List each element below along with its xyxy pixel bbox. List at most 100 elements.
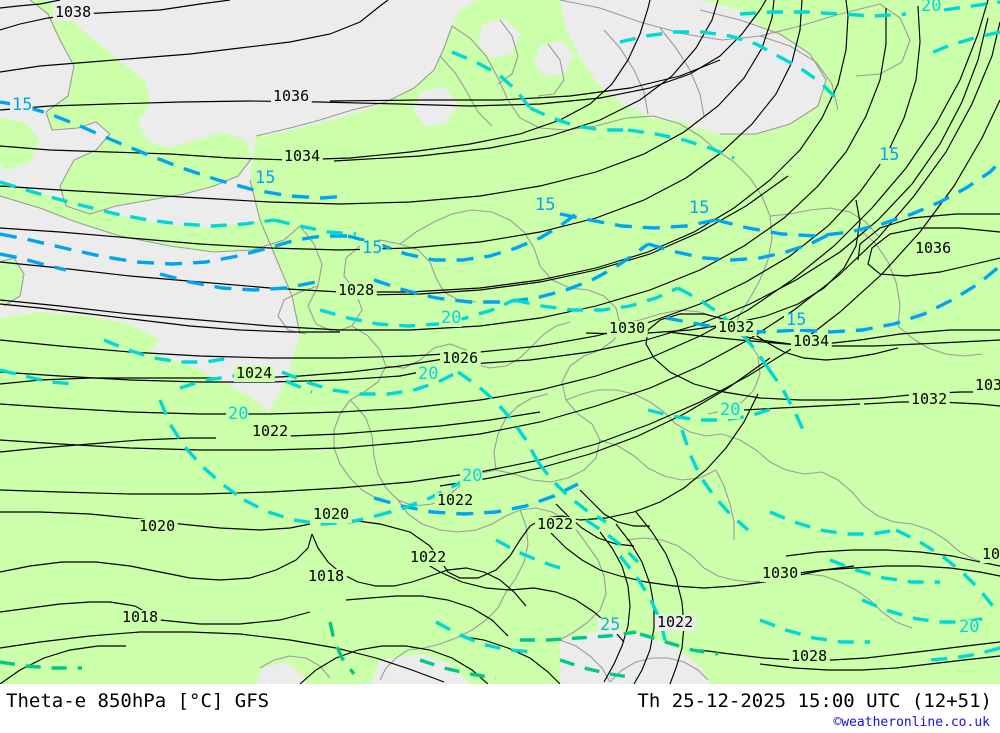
thetae-20-label-text: 20 (959, 617, 979, 637)
isobar-label-text: 1038 (55, 3, 91, 21)
isobar-label-text: 1020 (313, 505, 349, 523)
thetae-25-label: 25 (598, 615, 620, 635)
label-halo (607, 321, 648, 337)
label-halo (440, 351, 481, 367)
thetae-20-label: 20 (919, 0, 941, 16)
label-halo (435, 493, 476, 509)
label-halo (877, 148, 900, 164)
isobar-label: 1028 (789, 647, 830, 665)
label-halo (234, 366, 275, 382)
isobar-label-text: 1036 (915, 239, 951, 257)
isobar-label: 1022 (408, 548, 449, 566)
isobar-label-text: 1022 (537, 515, 573, 533)
isobar-label-text: 1022 (252, 422, 288, 440)
map-canvas[interactable]: 1038 1036 1036 1034 1034 1034 1032 1032 1030 1030… (0, 0, 1000, 684)
isobar-label-text: 1018 (122, 608, 158, 626)
parameter-title: Theta-e 850hPa [°C] GFS (6, 690, 270, 712)
thetae-15-label-text: 15 (786, 310, 806, 330)
isobar-label: 1018 (306, 567, 347, 585)
thetae-20-label: 20 (439, 308, 461, 328)
label-halo (439, 311, 462, 327)
label-halo (789, 649, 830, 665)
label-halo (760, 566, 801, 582)
isobar-label: 1034 (791, 332, 832, 350)
isobar-label-group: 1038 1036 1036 1034 1034 1034 1032 1032 1030 1030… (53, 3, 1000, 665)
isobar-label-text: 1022 (410, 548, 446, 566)
label-halo (791, 334, 832, 350)
thetae-15-contours (0, 100, 1000, 516)
isobar-label-text: 1018 (308, 567, 344, 585)
label-halo (336, 283, 377, 299)
isobar-label: 1030 (607, 319, 648, 337)
label-halo (416, 367, 439, 383)
label-halo (535, 517, 576, 533)
isobar-label: 1020 (137, 517, 178, 535)
label-halo (311, 507, 352, 523)
label-halo (306, 569, 347, 585)
isobar-label-text: 1028 (338, 281, 374, 299)
thetae-20-label-text: 20 (921, 0, 941, 16)
footer-bar: Theta-e 850hPa [°C] GFS Th 25-12-2025 15… (0, 684, 1000, 733)
country-borders (0, 0, 993, 683)
isobar-label-text: 1028 (791, 647, 827, 665)
isobar-label-text: 1030 (762, 564, 798, 582)
isobar-label: 1030 (760, 564, 801, 582)
label-halo (460, 469, 483, 485)
isobar-label-text: 1030 (982, 545, 1000, 563)
isobar-label: 1018 (120, 608, 161, 626)
thetae-25-contours (0, 621, 719, 680)
isobar-label-text: 1032 (911, 390, 947, 408)
thetae-20-label-text: 20 (441, 308, 461, 328)
label-halo (253, 171, 276, 187)
isobar-label-text: 1034 (793, 332, 829, 350)
isobar-label-text: 1026 (442, 349, 478, 367)
thetae-15-label-text: 15 (689, 198, 709, 218)
isobar-label-text: 1034 (284, 147, 320, 165)
thetae-15-label: 15 (687, 198, 709, 218)
thetae-20-label: 20 (460, 466, 482, 486)
isobar-label: 1028 (336, 281, 377, 299)
isobar-label: 1036 (913, 239, 954, 257)
label-halo (137, 519, 178, 535)
label-halo (973, 378, 1000, 394)
isobar-label: 1020 (311, 505, 352, 523)
label-halo (980, 547, 1000, 563)
label-halo (282, 149, 323, 165)
isobar-label: 1022 (435, 491, 476, 509)
isobar-label: 1022 (250, 422, 291, 440)
label-halo (957, 620, 980, 636)
isobar-label: 1038 (53, 3, 94, 21)
copyright-label[interactable]: ©weatheronline.co.uk (833, 715, 990, 730)
label-halo (533, 198, 556, 214)
label-halo (716, 320, 757, 336)
isobar-label: 1022 (655, 613, 696, 631)
valid-time-label: Th 25-12-2025 15:00 UTC (12+51) (637, 690, 992, 712)
isobar-label: 1034 (282, 147, 323, 165)
label-halo (919, 0, 942, 15)
isobar-label-text: 1024 (236, 364, 272, 382)
isobar-label: 1024 (234, 364, 275, 382)
label-halo (655, 615, 696, 631)
label-halo (53, 5, 94, 21)
thetae-15-label: 15 (10, 95, 32, 115)
label-halo (10, 98, 33, 114)
label-halo (120, 610, 161, 626)
isobar-label: 1036 (271, 87, 312, 105)
thetae-15-label: 15 (877, 145, 899, 165)
isobar-label: 1026 (440, 349, 481, 367)
label-halo (784, 313, 807, 329)
isobar-label-text: 1032 (718, 318, 754, 336)
thetae-20-label: 20 (416, 364, 438, 384)
thetae-15-label: 15 (784, 310, 806, 330)
isobar-label-text: 1022 (437, 491, 473, 509)
thetae-label-group: 15 15 15 15 15 15 15 20 20 20 20 20 20 20 25 (10, 0, 979, 637)
thetae-20-label: 20 (718, 400, 740, 420)
isobar-label-text: 1036 (273, 87, 309, 105)
thetae-15-label-text: 15 (535, 195, 555, 215)
label-halo (360, 241, 383, 257)
thetae-15-label-text: 15 (879, 145, 899, 165)
thetae-15-label-text: 15 (255, 168, 275, 188)
isobar-label: 1030 (980, 545, 1000, 563)
thetae-20-label: 20 (957, 617, 979, 637)
